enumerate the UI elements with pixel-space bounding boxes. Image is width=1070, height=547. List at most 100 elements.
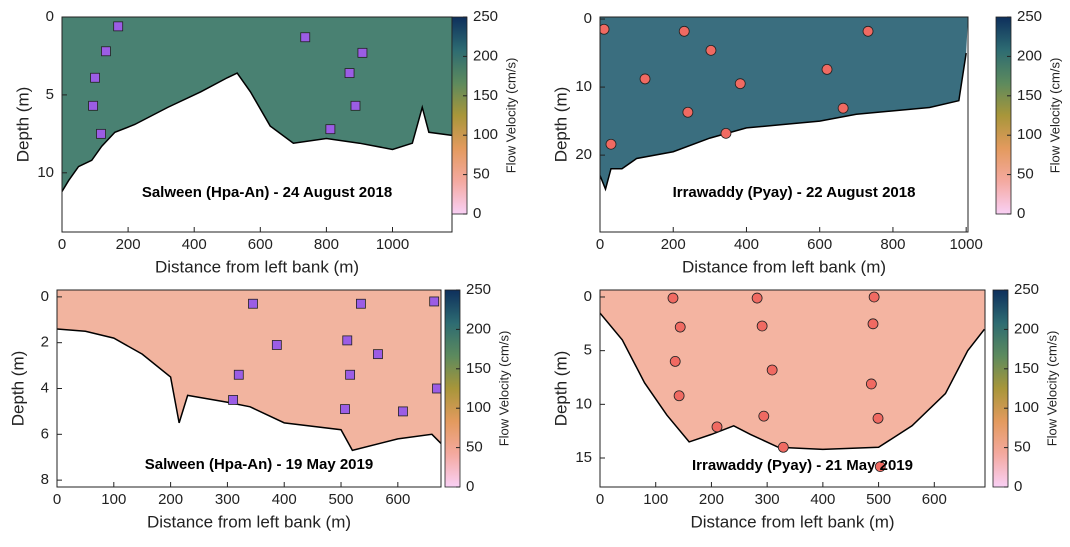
- sample-point: [758, 410, 770, 422]
- river-bed: [600, 312, 985, 451]
- x-tick-label: 200: [116, 236, 141, 253]
- colorbar-tick-label: 50: [1014, 439, 1031, 456]
- sample-point: [342, 335, 353, 346]
- sample-point: [373, 349, 383, 360]
- sample-point: [837, 102, 849, 114]
- sample-point: [88, 100, 98, 111]
- sample-point: [96, 128, 106, 139]
- colorbar-label: Flow Velocity (cm/s): [496, 331, 511, 447]
- y-tick-label: 0: [46, 8, 54, 25]
- annotation: Salween (Hpa-An) - 24 August 2018: [142, 184, 392, 201]
- y-tick-label: 0: [584, 288, 592, 305]
- colorbar-tick-label: 100: [1014, 399, 1039, 416]
- sample-point: [233, 369, 244, 380]
- y-axis-label: Depth (m): [551, 87, 570, 163]
- colorbar: [444, 289, 461, 488]
- river-bed: [62, 72, 452, 192]
- x-tick-label: 0: [53, 491, 61, 508]
- annotation: Irrawaddy (Pyay) - 22 August 2018: [673, 184, 916, 201]
- x-tick-label: 0: [596, 491, 604, 508]
- colorbar-label: Flow Velocity (cm/s): [503, 58, 518, 174]
- x-tick-label: 400: [182, 236, 207, 253]
- y-tick-label: 15: [575, 449, 592, 466]
- sample-point: [673, 390, 685, 402]
- sample-point: [678, 25, 690, 37]
- colorbar-tick-label: 200: [1014, 320, 1039, 337]
- colorbar-tick-label: 200: [466, 320, 491, 337]
- sample-point: [669, 355, 681, 367]
- colorbar-tick-label: 100: [466, 399, 491, 416]
- sample-point: [90, 72, 100, 83]
- sample-point: [639, 73, 651, 85]
- velocity-field: [600, 290, 985, 450]
- sample-point: [756, 320, 768, 332]
- x-tick-label: 400: [810, 491, 835, 508]
- x-tick-label: 1000: [376, 236, 409, 253]
- sample-point: [766, 364, 778, 376]
- colorbar-tick-label: 0: [1014, 478, 1022, 495]
- plot-frame: [599, 16, 969, 233]
- sample-point: [711, 421, 723, 433]
- plot-frame: [599, 289, 986, 488]
- colorbar-label: Flow Velocity (cm/s): [1047, 58, 1062, 174]
- sample-point: [398, 406, 408, 417]
- x-tick-label: 100: [101, 491, 126, 508]
- y-tick-label: 20: [575, 146, 592, 163]
- y-tick-label: 6: [41, 425, 49, 442]
- sample-point: [248, 298, 258, 309]
- y-axis-label: Depth (m): [551, 351, 570, 427]
- x-tick-label: 400: [272, 491, 297, 508]
- y-tick-label: 5: [46, 86, 54, 103]
- colorbar: [451, 16, 468, 215]
- y-tick-label: 0: [41, 288, 49, 305]
- colorbar-tick-label: 150: [1017, 87, 1042, 104]
- river-bed: [57, 328, 441, 452]
- sample-point: [356, 298, 366, 309]
- x-tick-label: 500: [866, 491, 891, 508]
- sample-point: [821, 63, 833, 75]
- y-tick-label: 8: [41, 471, 49, 488]
- x-tick-label: 400: [734, 236, 759, 253]
- sample-point: [300, 32, 311, 43]
- y-tick-label: 4: [41, 379, 49, 396]
- colorbar-tick-label: 200: [1017, 47, 1042, 64]
- x-tick-label: 800: [880, 236, 905, 253]
- colorbar-tick-label: 150: [473, 87, 498, 104]
- y-tick-label: 10: [37, 164, 54, 181]
- sample-point: [862, 25, 874, 37]
- y-tick-label: 10: [575, 395, 592, 412]
- sample-point: [705, 44, 717, 56]
- annotation: Salween (Hpa-An) - 19 May 2019: [145, 456, 373, 473]
- plot-area: [600, 290, 985, 473]
- colorbar: [995, 16, 1012, 215]
- colorbar-tick-label: 100: [473, 126, 498, 143]
- x-tick-label: 200: [661, 236, 686, 253]
- x-axis-label: Distance from left bank (m): [147, 512, 351, 531]
- sample-point: [113, 21, 124, 32]
- x-tick-label: 300: [755, 491, 780, 508]
- sample-point: [600, 23, 610, 35]
- x-tick-label: 0: [596, 236, 604, 253]
- plot-area: [600, 17, 968, 192]
- x-tick-label: 200: [158, 491, 183, 508]
- sample-point: [344, 68, 355, 78]
- sample-point: [340, 404, 350, 415]
- river-bed: [600, 52, 967, 192]
- x-tick-label: 1000: [949, 236, 982, 253]
- x-tick-label: 600: [385, 491, 410, 508]
- colorbar-tick-label: 150: [1014, 360, 1039, 377]
- x-axis-label: Distance from left bank (m): [690, 512, 894, 531]
- sample-point: [720, 127, 732, 139]
- colorbar-tick-label: 250: [473, 8, 498, 25]
- x-tick-label: 100: [643, 491, 668, 508]
- sample-point: [350, 100, 361, 111]
- plot-area: [57, 290, 441, 452]
- x-axis-label: Distance from left bank (m): [682, 257, 886, 276]
- sample-point: [325, 124, 336, 135]
- velocity-field: [57, 290, 441, 451]
- sample-point: [682, 106, 694, 118]
- sample-point: [674, 321, 686, 333]
- x-tick-label: 800: [314, 236, 339, 253]
- colorbar-tick-label: 200: [473, 47, 498, 64]
